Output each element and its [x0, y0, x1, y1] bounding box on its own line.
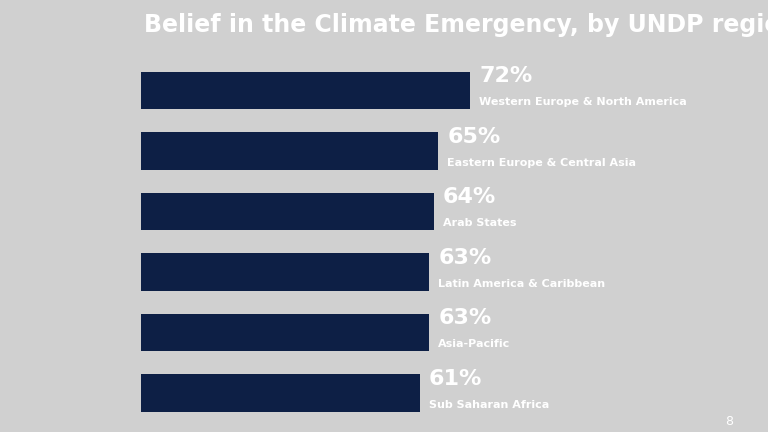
Bar — [141, 193, 434, 230]
Text: Asia-Pacific: Asia-Pacific — [439, 339, 511, 349]
Bar — [141, 72, 470, 109]
Text: 8: 8 — [725, 415, 733, 428]
Text: Western Europe & North America: Western Europe & North America — [479, 97, 687, 107]
Text: Latin America & Caribbean: Latin America & Caribbean — [439, 279, 605, 289]
Text: Arab States: Arab States — [442, 218, 516, 228]
Text: 72%: 72% — [479, 67, 533, 86]
Bar — [141, 133, 439, 170]
Text: 63%: 63% — [439, 308, 492, 328]
Text: 63%: 63% — [439, 248, 492, 268]
Text: 61%: 61% — [429, 369, 482, 389]
Text: Belief in the Climate Emergency, by UNDP region: Belief in the Climate Emergency, by UNDP… — [144, 13, 768, 37]
Text: 65%: 65% — [447, 127, 501, 147]
Bar — [141, 314, 429, 351]
Text: Sub Saharan Africa: Sub Saharan Africa — [429, 400, 549, 410]
Text: 64%: 64% — [442, 187, 496, 207]
Bar — [141, 375, 420, 412]
Text: Eastern Europe & Central Asia: Eastern Europe & Central Asia — [447, 158, 637, 168]
Bar — [141, 254, 429, 291]
